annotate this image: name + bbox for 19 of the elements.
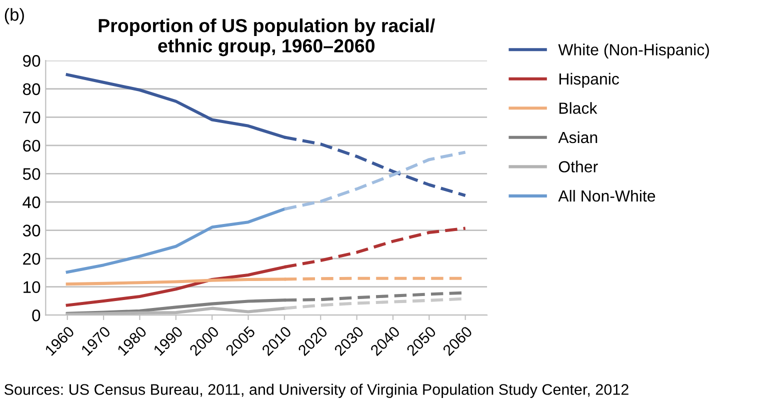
text: (b): [4, 8, 24, 24]
legend-label: Other: [558, 160, 598, 172]
y-tick-label: 40: [22, 196, 40, 208]
legend-label: Hispanic: [559, 72, 619, 88]
y-tick-label: 70: [23, 112, 40, 124]
y-tick-label: 90: [23, 55, 40, 67]
y-tick-label: 30: [22, 224, 40, 236]
source-note: Sources: US Census Bureau, 2011, and University of Virginia Population Study Center, 2012: [4, 384, 628, 398]
y-tick-label: 10: [24, 281, 40, 294]
legend-label: All Non-White: [558, 190, 656, 202]
y-tick-label: 20: [23, 252, 40, 265]
y-tick-label: 0: [32, 310, 40, 322]
y-tick-label: 60: [23, 140, 40, 152]
y-tick-label: 50: [22, 168, 40, 180]
legend-label: White (Non-Hispanic): [558, 44, 709, 59]
y-tick-label: 80: [22, 83, 40, 96]
legend-label: Black: [559, 102, 598, 114]
chart-title: Proportion of US population by racial/ ethnic group, 1960–2060: [98, 18, 435, 56]
legend-label: Asian: [558, 131, 598, 144]
